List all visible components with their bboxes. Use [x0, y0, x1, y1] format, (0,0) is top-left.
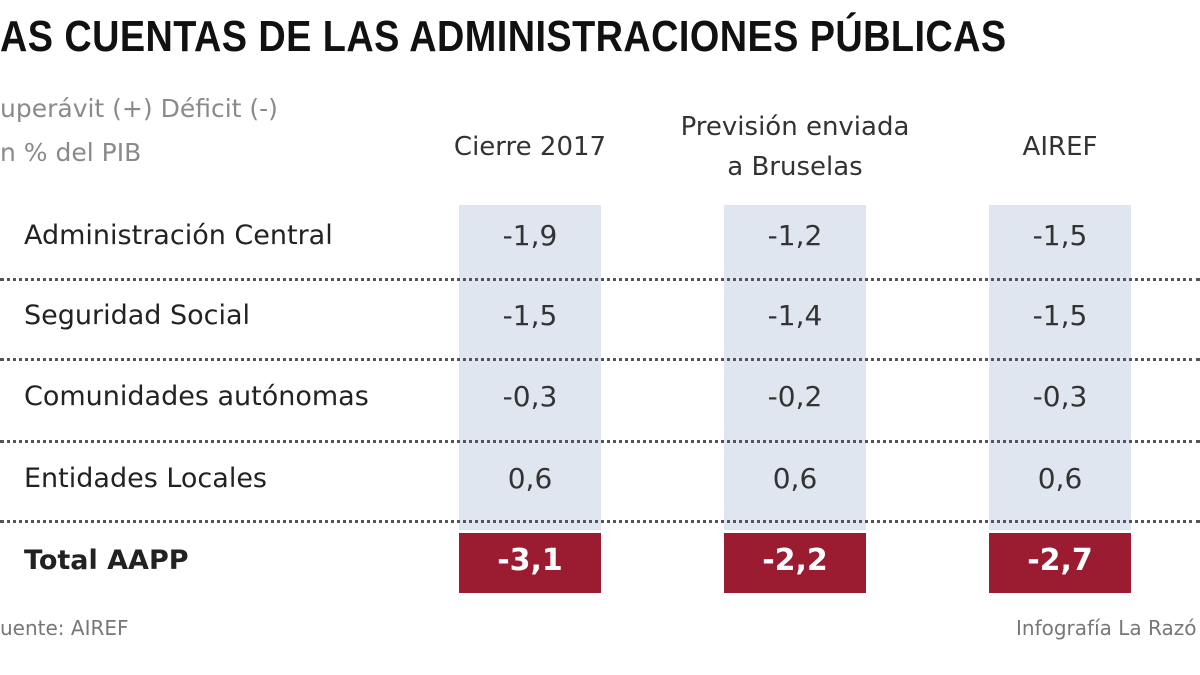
cell-value: -1,2 [767, 219, 823, 252]
row-label: Comunidades autónomas [24, 381, 369, 412]
cell-value: -1,4 [767, 299, 823, 332]
total-band [459, 533, 601, 593]
column-band [724, 205, 866, 530]
column-band [459, 205, 601, 530]
source: uente: AIREF [0, 616, 129, 640]
total-label: Total AAPP [24, 545, 189, 576]
total-value: -3,1 [497, 543, 563, 578]
total-band [724, 533, 866, 593]
row-separator [0, 440, 1200, 443]
row-label: Administración Central [24, 220, 333, 251]
cell-value: -1,5 [1032, 219, 1088, 252]
cell-value: -0,3 [1032, 380, 1088, 413]
cell-value: 0,6 [1037, 462, 1083, 495]
column-header: a Bruselas [727, 152, 863, 182]
row-separator [0, 520, 1200, 523]
subtitle: uperávit (+) Déficit (-) [0, 94, 278, 123]
column-header: Previsión enviada [680, 112, 910, 142]
cell-value: -1,5 [502, 299, 558, 332]
row-label: Seguridad Social [24, 300, 251, 331]
cell-value: 0,6 [772, 462, 818, 495]
cell-value: -0,2 [767, 380, 823, 413]
cell-value: 0,6 [507, 462, 553, 495]
column-header: Cierre 2017 [453, 132, 607, 162]
column-band [989, 205, 1131, 530]
total-value: -2,2 [762, 543, 828, 578]
cell-value: -1,9 [502, 219, 558, 252]
total-band [989, 533, 1131, 593]
cell-value: -0,3 [502, 380, 558, 413]
credit: Infografía La Razó [1016, 616, 1197, 640]
cell-value: -1,5 [1032, 299, 1088, 332]
subtitle: n % del PIB [0, 138, 142, 167]
row-separator [0, 278, 1200, 281]
column-header: AIREF [1022, 132, 1098, 162]
total-value: -2,7 [1027, 543, 1093, 578]
row-separator [0, 358, 1200, 361]
title: AS CUENTAS DE LAS ADMINISTRACIONES PÚBLI… [0, 12, 1007, 61]
row-label: Entidades Locales [24, 463, 267, 494]
